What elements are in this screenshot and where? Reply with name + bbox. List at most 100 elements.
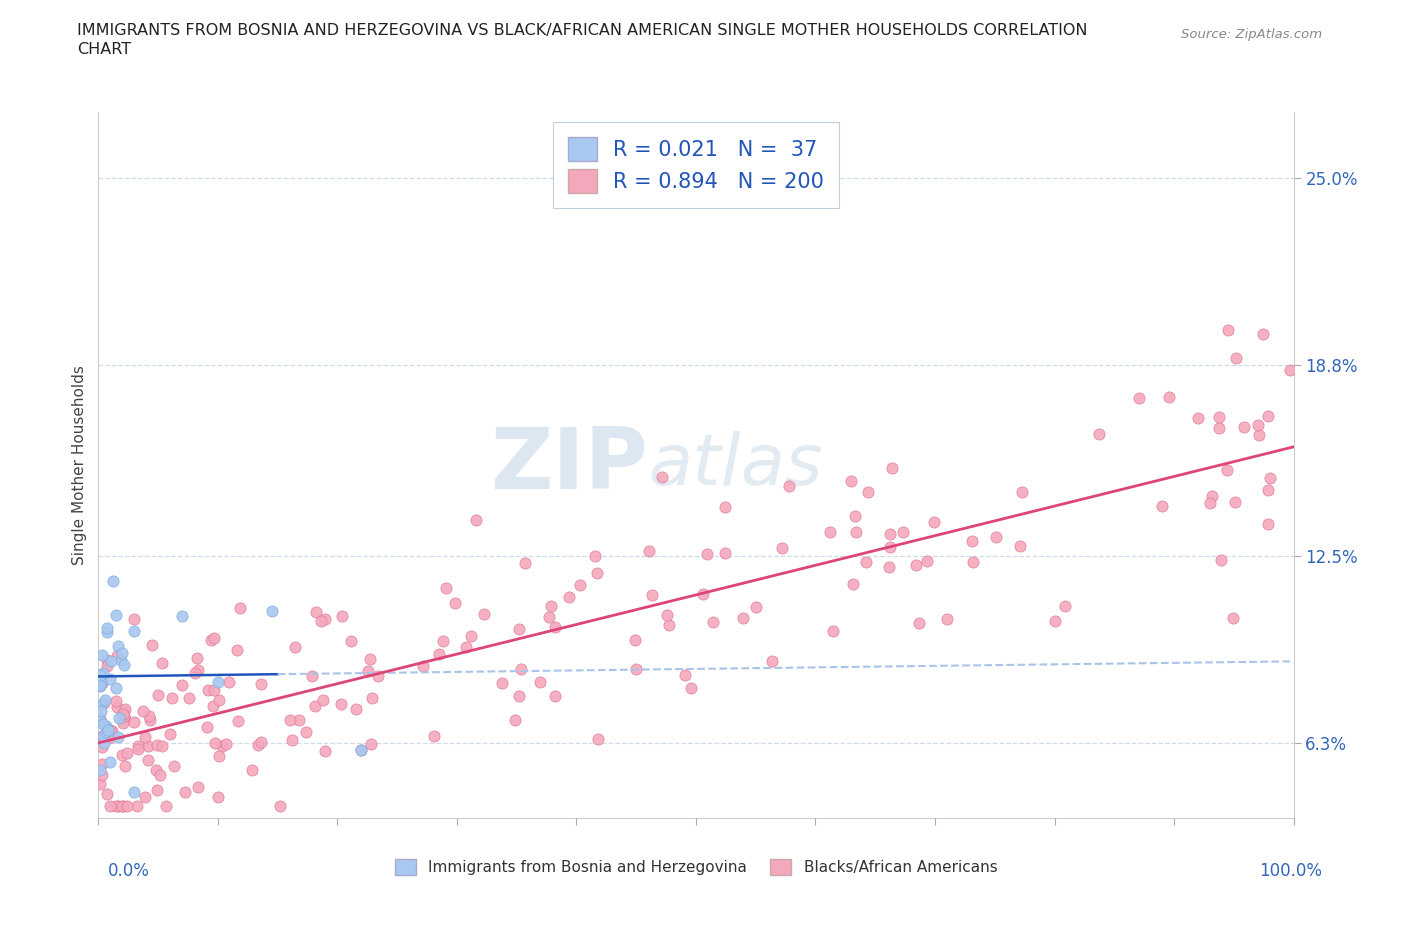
- Point: [177, 690, 200, 705]
- Point: [1208, 409, 1230, 424]
- Point: [98, 799, 121, 814]
- Point: [89, 677, 111, 692]
- Point: [93, 695, 115, 710]
- Point: [105, 608, 128, 623]
- Point: [1201, 488, 1223, 503]
- Point: [136, 753, 159, 768]
- Point: [879, 540, 901, 555]
- Point: [284, 639, 307, 654]
- Point: [745, 599, 768, 614]
- Point: [427, 646, 450, 661]
- Point: [367, 669, 389, 684]
- Point: [1246, 418, 1268, 432]
- Point: [907, 616, 929, 631]
- Point: [301, 669, 323, 684]
- Point: [183, 666, 205, 681]
- Text: 0.0%: 0.0%: [108, 862, 150, 880]
- Point: [508, 622, 530, 637]
- Point: [226, 713, 249, 728]
- Point: [1222, 611, 1244, 626]
- Point: [91, 739, 114, 754]
- Point: [460, 629, 482, 644]
- Point: [1257, 483, 1279, 498]
- Point: [89, 668, 111, 683]
- Point: [90, 675, 112, 690]
- Point: [107, 799, 129, 814]
- Point: [97, 723, 120, 737]
- Point: [96, 658, 118, 673]
- Point: [1249, 427, 1271, 442]
- Point: [111, 748, 134, 763]
- Point: [280, 733, 302, 748]
- Point: [269, 799, 291, 814]
- Point: [357, 663, 380, 678]
- Point: [107, 711, 129, 725]
- Point: [93, 736, 115, 751]
- Point: [89, 711, 111, 726]
- Point: [655, 607, 678, 622]
- Point: [240, 762, 263, 777]
- Point: [1011, 485, 1033, 499]
- Point: [1258, 471, 1281, 485]
- Point: [879, 526, 901, 541]
- Point: [986, 530, 1008, 545]
- Point: [305, 604, 328, 619]
- Point: [93, 717, 115, 732]
- Point: [360, 737, 382, 751]
- Point: [139, 712, 162, 727]
- Point: [96, 620, 118, 635]
- Point: [124, 623, 146, 638]
- Point: [90, 728, 112, 743]
- Text: Source: ZipAtlas.com: Source: ZipAtlas.com: [1181, 28, 1322, 41]
- Point: [568, 578, 591, 592]
- Point: [187, 779, 209, 794]
- Point: [304, 698, 326, 713]
- Point: [215, 737, 238, 751]
- Point: [820, 525, 842, 539]
- Point: [160, 691, 183, 706]
- Point: [472, 606, 495, 621]
- Point: [423, 729, 446, 744]
- Point: [314, 744, 336, 759]
- Point: [90, 704, 112, 719]
- Point: [202, 683, 225, 698]
- Point: [1257, 408, 1279, 423]
- Point: [96, 725, 118, 740]
- Point: [558, 590, 581, 604]
- Point: [101, 573, 124, 588]
- Point: [250, 676, 273, 691]
- Point: [624, 632, 647, 647]
- Point: [1010, 538, 1032, 553]
- Point: [503, 712, 526, 727]
- Point: [583, 549, 606, 564]
- Point: [761, 653, 783, 668]
- Point: [89, 678, 111, 693]
- Point: [877, 559, 900, 574]
- Point: [96, 787, 118, 802]
- Point: [651, 470, 673, 485]
- Point: [104, 681, 127, 696]
- Point: [309, 613, 332, 628]
- Point: [456, 640, 478, 655]
- Point: [149, 767, 172, 782]
- Point: [115, 799, 138, 814]
- Point: [845, 525, 868, 540]
- Point: [917, 553, 939, 568]
- Point: [295, 724, 318, 739]
- Point: [134, 729, 156, 744]
- Point: [1225, 495, 1247, 510]
- Point: [842, 577, 865, 591]
- Point: [124, 785, 146, 800]
- Point: [195, 720, 218, 735]
- Point: [122, 612, 145, 627]
- Point: [880, 460, 903, 475]
- Point: [112, 715, 135, 730]
- Point: [1087, 427, 1109, 442]
- Point: [111, 799, 134, 814]
- Point: [150, 738, 173, 753]
- Point: [101, 724, 124, 738]
- Point: [91, 647, 114, 662]
- Point: [733, 611, 755, 626]
- Point: [464, 512, 486, 527]
- Point: [344, 701, 367, 716]
